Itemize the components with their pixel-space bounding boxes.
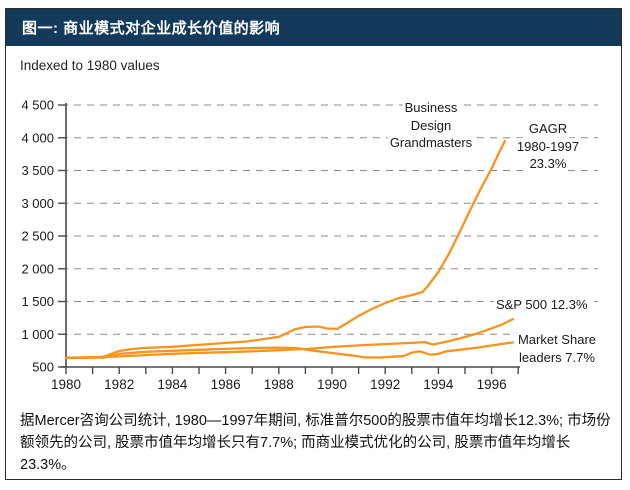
y-tick-label: 3 500 [21,163,54,178]
x-tick-label: 1988 [264,377,294,392]
y-tick-label: 4 000 [21,130,54,145]
x-tick-label: 1982 [104,377,134,392]
series-line-business-design-grandmasters [64,139,507,359]
chart-subtitle: Indexed to 1980 values [20,58,160,73]
y-tick-label: 2 000 [21,261,54,276]
annotation-sp500-label: S&P 500 12.3% [494,296,590,314]
figure-title: 图一: 商业模式对企业成长价值的影响 [22,20,281,37]
y-tick-label: 2 500 [21,229,54,244]
annotation-business-design: Business Design Grandmasters [370,99,492,152]
y-tick-label: 500 [32,360,54,375]
annotation-market-share-line1: Market Share [515,331,599,349]
annotation-business-design-line3: Grandmasters [387,134,475,152]
figure-caption: 据Mercer咨询公司统计, 1980—1997年期间, 标准普尔500的股票市… [20,413,611,474]
y-tick-label: 1 000 [21,327,54,342]
annotation-business-design-line2: Design [408,116,454,134]
y-tick-label: 1 500 [21,294,54,309]
y-tick-label: 3 000 [21,196,54,211]
annotation-gagr-line3: 23.3% [527,155,569,173]
figure-title-bar: 图一: 商业模式对企业成长价值的影响 [6,9,621,46]
figure-frame: 图一: 商业模式对企业成长价值的影响 [5,8,622,480]
annotation-gagr: GAGR 1980-1997 23.3% [505,120,591,173]
annotation-sp500: S&P 500 12.3% [494,296,614,314]
annotation-business-design-line1: Business [402,99,460,117]
series-line-market-share-leaders [64,341,515,359]
x-tick-label: 1986 [211,377,241,392]
annotation-market-share: Market Share leaders 7.7% [500,331,614,366]
x-tick-label: 1996 [477,377,507,392]
x-tick-label: 1984 [157,377,188,392]
series-line-s-p-500 [64,318,515,360]
annotation-gagr-line1: GAGR [526,120,570,138]
annotation-market-share-line2: leaders 7.7% [517,348,597,366]
x-tick-label: 1994 [423,377,454,392]
x-tick-label: 1980 [51,377,81,392]
y-tick-label: 4 500 [21,98,54,113]
annotation-gagr-line2: 1980-1997 [514,137,582,155]
x-tick-label: 1990 [317,377,347,392]
x-tick-label: 1992 [370,377,400,392]
